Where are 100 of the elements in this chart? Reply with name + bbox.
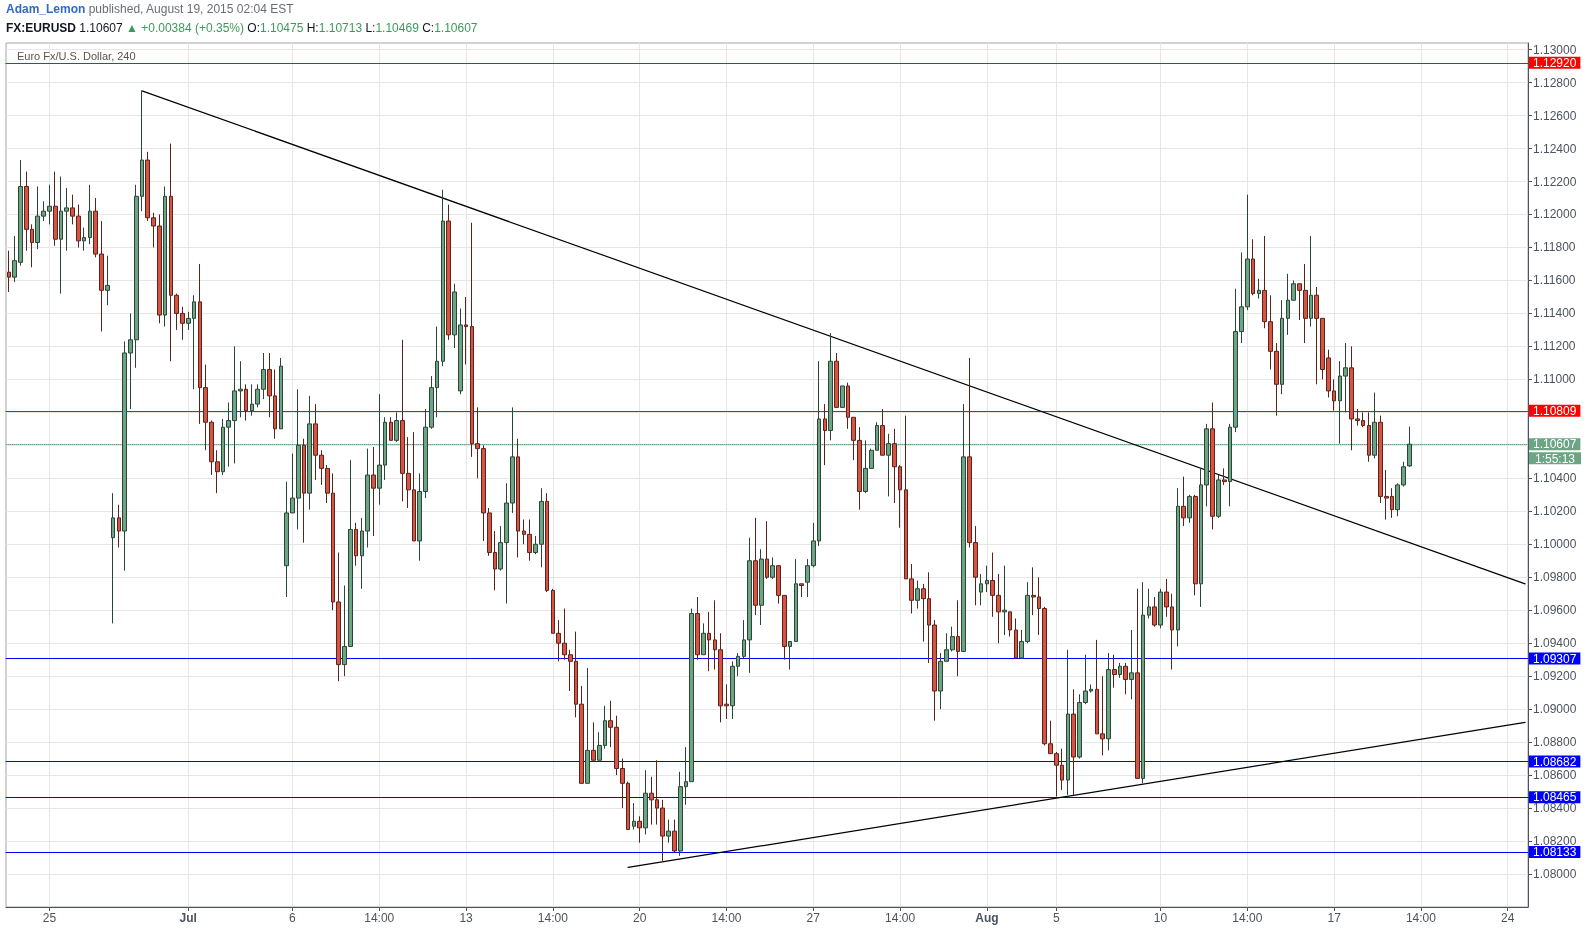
text: FX:EURUSD 1.10607 ▲ +0.00384 (+0.35%) O:1.10475 H:1.10713 L:1.10469 C:1.10607 <box>6 21 478 35</box>
candlestick <box>545 492 549 593</box>
candlestick <box>464 296 468 366</box>
text: 1:55:13 <box>1535 451 1576 466</box>
candlestick <box>394 411 399 443</box>
candlestick <box>753 517 758 616</box>
candlestick <box>632 802 636 830</box>
ref-line-label: 1.09307 <box>1533 651 1577 666</box>
candlestick <box>1280 299 1284 395</box>
text: Euro Fx/U.S. Dollar, 240 <box>17 49 136 62</box>
y-tick-label: 1.10000 <box>1533 537 1577 552</box>
candlestick <box>880 408 885 456</box>
candlestick <box>516 438 520 558</box>
candlestick <box>1008 611 1012 638</box>
candlestick <box>1187 494 1192 524</box>
candlestick <box>88 184 92 245</box>
candlestick <box>1147 588 1151 619</box>
candlestick <box>244 383 248 422</box>
y-tick-label: 1.11400 <box>1533 306 1576 321</box>
candlestick <box>672 819 677 854</box>
candlestick <box>446 204 451 341</box>
candlestick <box>354 522 358 567</box>
candlestick <box>585 667 590 784</box>
y-tick-label: 1.12200 <box>1533 174 1577 189</box>
candlestick <box>389 416 393 441</box>
candlestick <box>1014 617 1018 659</box>
x-tick-label: 14:00 <box>1405 911 1437 925</box>
candlestick <box>53 171 58 247</box>
ref-line-label: 1.12920 <box>1533 55 1577 70</box>
y-tick-label: 1.12400 <box>1533 141 1577 156</box>
y-tick-label: 1.08800 <box>1533 735 1577 750</box>
y-tick-label: 1.11200 <box>1533 339 1576 354</box>
candlestick <box>788 641 792 671</box>
candlestick <box>1066 649 1070 796</box>
candlestick <box>279 357 283 430</box>
y-tick-label: 1.13000 <box>1533 42 1577 57</box>
candlestick <box>1135 588 1140 779</box>
candlestick <box>1309 235 1313 328</box>
candlestick <box>956 599 960 677</box>
candlestick <box>7 250 11 293</box>
x-tick-label: 25 <box>42 911 57 925</box>
candlestick <box>1216 474 1221 519</box>
candlestick <box>915 580 920 610</box>
x-tick-label: 5 <box>1053 911 1061 925</box>
y-tick-label: 1.08000 <box>1533 867 1577 882</box>
x-tick-label: 14:00 <box>537 911 569 925</box>
candlestick <box>1210 401 1215 530</box>
candlestick <box>823 403 827 466</box>
candlestick <box>1002 565 1007 636</box>
candlestick <box>371 446 376 537</box>
candlestick <box>770 556 775 580</box>
y-tick-label: 1.09400 <box>1533 636 1577 651</box>
candlestick <box>1257 278 1261 300</box>
ref-line-label: 1.10809 <box>1533 403 1577 418</box>
candlestick <box>701 622 706 656</box>
candlestick <box>1112 654 1117 689</box>
candlestick <box>1367 411 1371 463</box>
candlestick <box>1129 629 1134 700</box>
y-tick-label: 1.08400 <box>1533 801 1577 816</box>
candlestick <box>759 548 764 626</box>
y-tick-label: 1.09800 <box>1533 570 1577 585</box>
x-tick-label: 20 <box>633 911 647 925</box>
x-tick-label: 13 <box>459 911 474 925</box>
x-tick-label: 17 <box>1327 911 1342 925</box>
candlestick <box>591 721 596 761</box>
y-tick-label: 1.09600 <box>1533 603 1577 618</box>
candlestick <box>1158 588 1163 629</box>
x-tick-label: 10 <box>1153 911 1168 925</box>
ref-line-label: 1.08682 <box>1533 754 1577 769</box>
candlestick <box>707 611 711 672</box>
candlestick <box>979 573 983 606</box>
x-tick-label: 14:00 <box>711 911 742 925</box>
y-tick-label: 1.08600 <box>1533 768 1577 783</box>
candlestick <box>1152 596 1157 628</box>
x-tick-label: 24 <box>1501 911 1515 925</box>
candlestick <box>840 385 845 408</box>
x-tick-label: 14:00 <box>1232 911 1263 925</box>
candlestick <box>1106 652 1111 751</box>
candlestick <box>666 819 671 844</box>
candlestick <box>1123 662 1128 695</box>
candlestick <box>441 189 445 367</box>
y-tick-label: 1.11800 <box>1533 240 1576 255</box>
y-tick-label: 1.11000 <box>1533 372 1576 387</box>
candlestick <box>1193 494 1198 596</box>
candlestick <box>1118 662 1122 679</box>
candlestick <box>828 332 833 441</box>
y-tick-label: 1.10400 <box>1533 471 1577 486</box>
candlestick <box>695 596 700 661</box>
candlestick <box>82 227 86 252</box>
ref-line-label: 1.08133 <box>1533 845 1577 860</box>
x-tick-label: 6 <box>289 911 297 925</box>
x-tick-label: Aug <box>975 911 999 925</box>
candlestick <box>1141 581 1145 784</box>
candlestick <box>985 565 989 593</box>
x-tick-label: 14:00 <box>364 911 395 925</box>
candlestick <box>302 438 306 544</box>
candlestick <box>1222 467 1227 486</box>
candlestick <box>117 504 121 549</box>
candlestick <box>1251 238 1255 296</box>
candlestick <box>1181 476 1186 527</box>
